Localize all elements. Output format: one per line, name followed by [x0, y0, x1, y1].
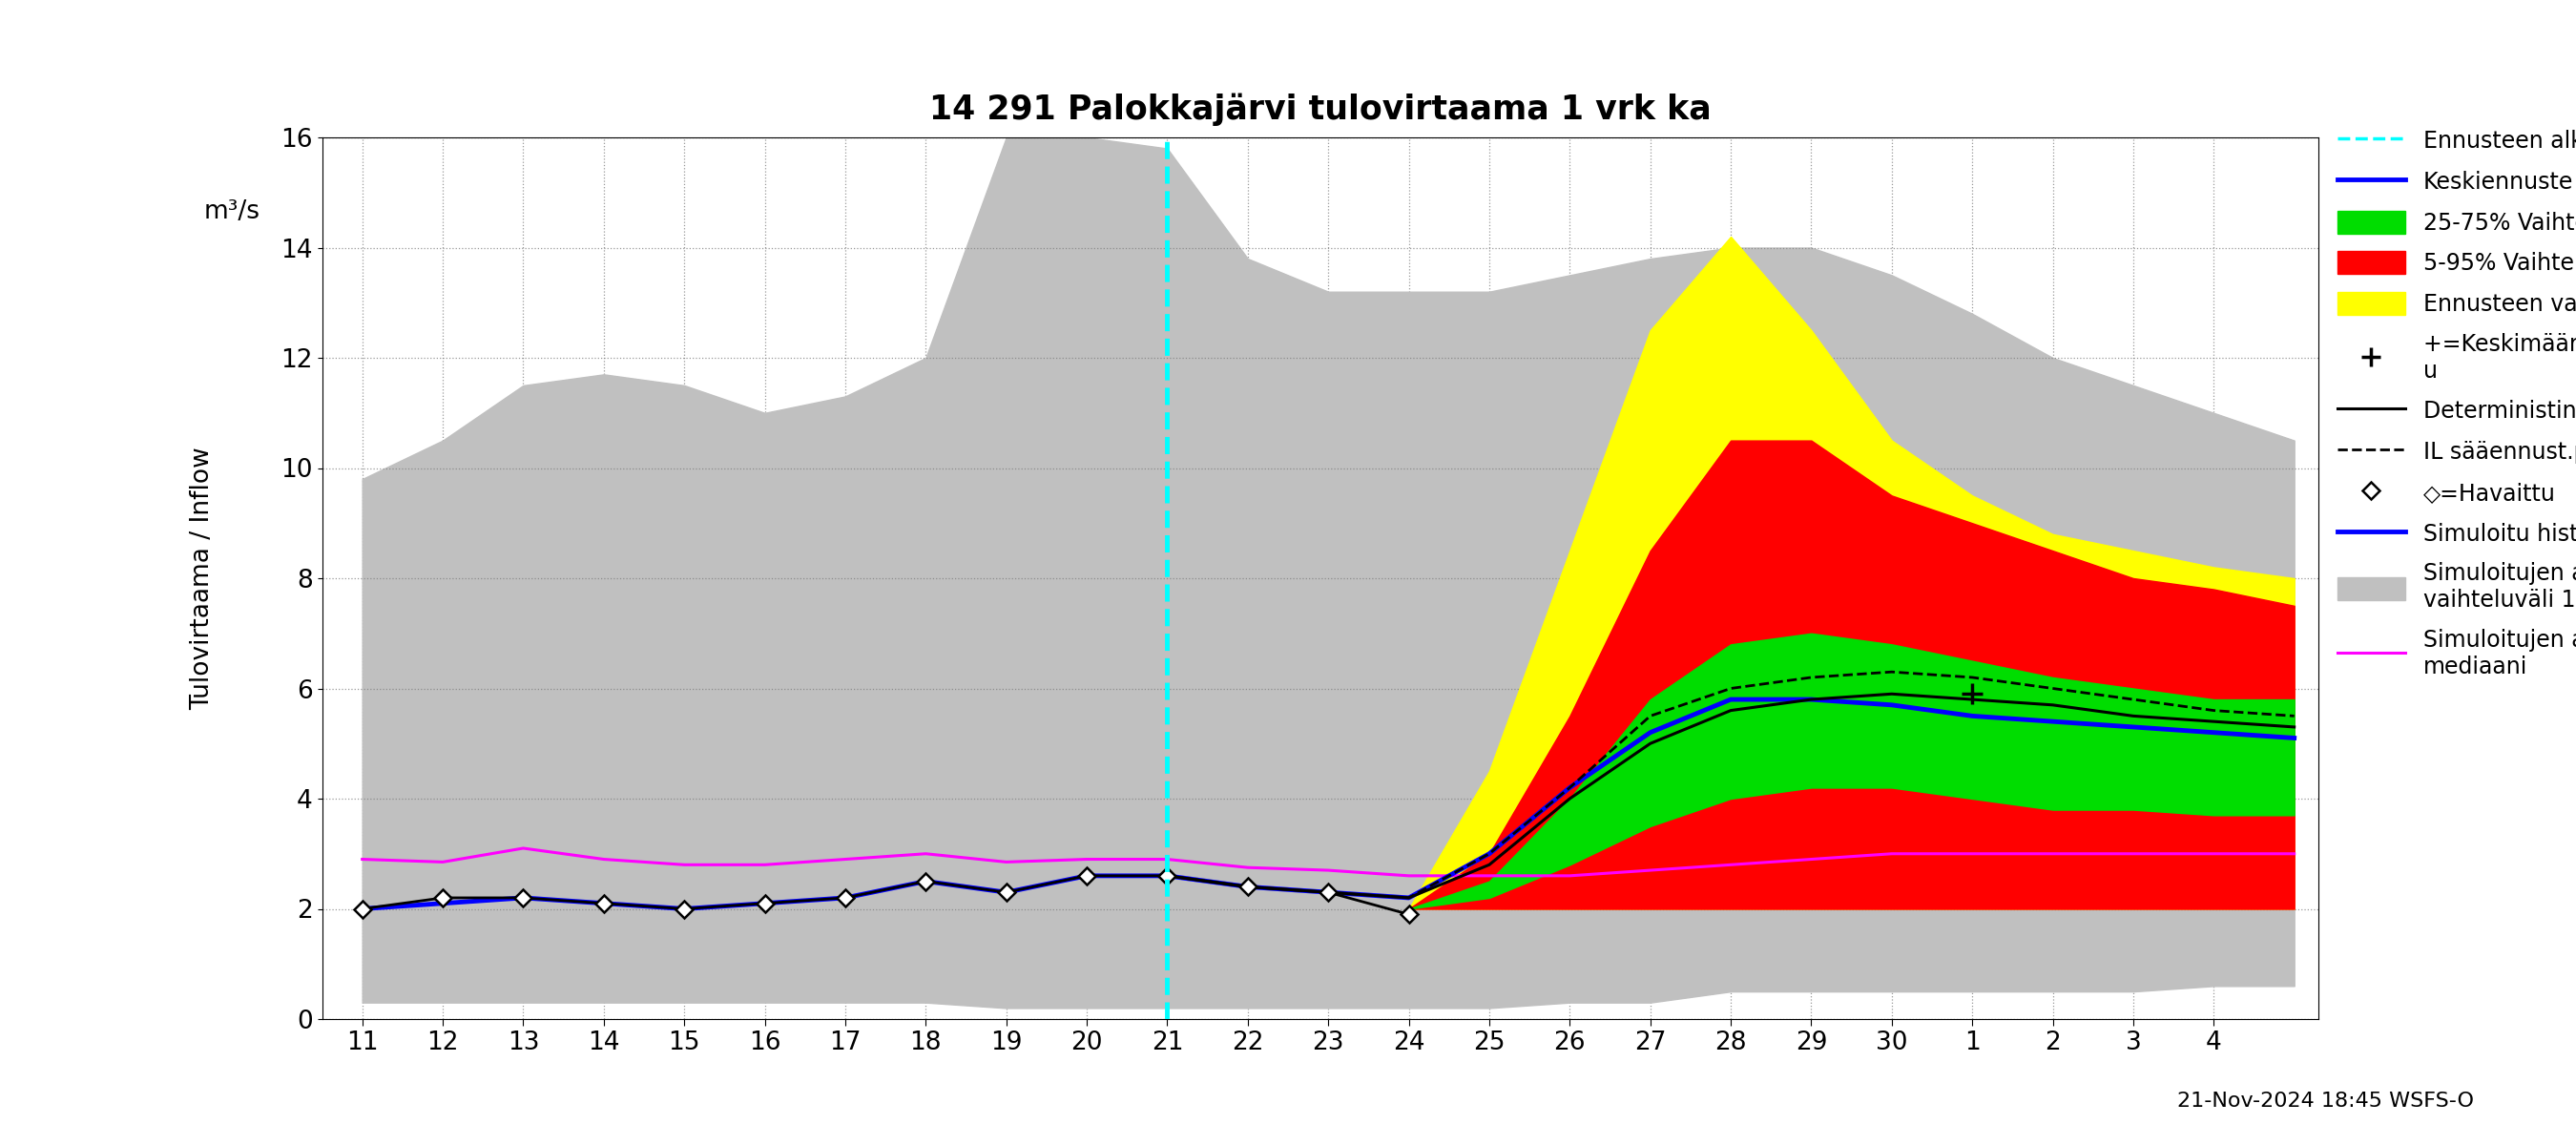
Title: 14 291 Palokkajärvi tulovirtaama 1 vrk ka: 14 291 Palokkajärvi tulovirtaama 1 vrk k…: [930, 93, 1710, 126]
Text: m³/s: m³/s: [204, 199, 260, 224]
Legend: Ennusteen alku, Keskiennuste, 25-75% Vaihteluväli, 5-95% Vaihteluväli, Ennusteen: Ennusteen alku, Keskiennuste, 25-75% Vai…: [2329, 120, 2576, 687]
Text: 21-Nov-2024 18:45 WSFS-O: 21-Nov-2024 18:45 WSFS-O: [2177, 1091, 2473, 1111]
Text: Tulovirtaama / Inflow: Tulovirtaama / Inflow: [191, 447, 214, 710]
